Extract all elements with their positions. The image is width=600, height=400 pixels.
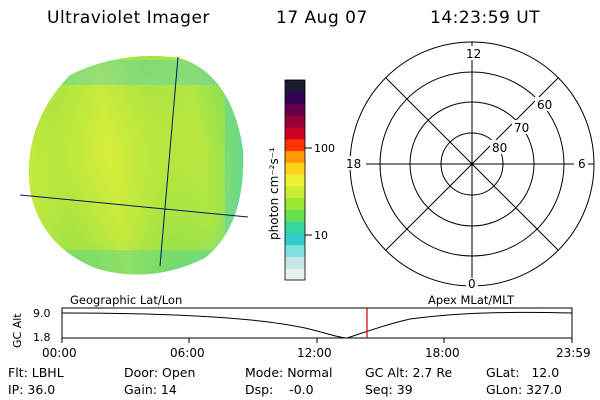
polar-plot	[349, 41, 595, 287]
colorbar-frame	[284, 79, 306, 281]
gc-alt-curve	[61, 311, 573, 339]
polar-label-12: 12	[466, 47, 481, 61]
colorbar-label-10: 10	[314, 229, 328, 242]
info-mode: Mode: Normal	[245, 365, 333, 380]
colorbar-segment	[285, 103, 305, 116]
strip-left-title: Geographic Lat/Lon	[70, 293, 182, 307]
colorbar	[285, 80, 305, 281]
colorbar-segment	[285, 115, 305, 128]
colorbar-segment	[285, 256, 305, 269]
strip-ylabel: GC Alt	[11, 313, 24, 348]
colorbar-segment	[285, 197, 305, 210]
colorbar-segment	[285, 174, 305, 187]
info-glat: GLat: 12.0	[486, 365, 560, 380]
colorbar-segment	[285, 80, 305, 93]
colorbar-segment	[285, 150, 305, 163]
info-dsp: Dsp: -0.0	[245, 382, 314, 397]
info-glon: GLon: 327.0	[486, 382, 562, 397]
info-seq: Seq: 39	[365, 382, 413, 397]
info-gain: Gain: 14	[124, 382, 177, 397]
info-gc-alt: GC Alt: 2.7 Re	[365, 365, 453, 380]
info-door: Door: Open	[124, 365, 196, 380]
colorbar-segment	[285, 268, 305, 281]
polar-label-80: 80	[492, 141, 507, 155]
colorbar-segment	[285, 185, 305, 199]
image-date: 17 Aug 07	[276, 8, 368, 28]
colorbar-segment	[285, 221, 305, 234]
colorbar-unit-label: photon cm⁻²s⁻¹	[267, 147, 281, 240]
instrument-title: Ultraviolet Imager	[47, 8, 210, 28]
colorbar-segment	[285, 127, 305, 140]
strip-xtick-0000: 00:00	[42, 346, 77, 360]
colorbar-label-100: 100	[314, 142, 335, 155]
polar-diagonal-2	[385, 77, 559, 251]
strip-right-title: Apex MLat/MLT	[428, 293, 515, 307]
polar-label-60: 60	[537, 98, 552, 112]
colorbar-segment	[285, 138, 305, 152]
strip-xtick-2359: 23:59	[556, 346, 591, 360]
polar-label-70: 70	[514, 121, 529, 135]
strip-xtick-1200: 12:00	[297, 346, 332, 360]
meridian-line	[159, 56, 179, 267]
colorbar-segment	[285, 244, 305, 257]
polar-label-6: 6	[578, 157, 586, 171]
strip-ytick-bottom: 1.8	[33, 331, 51, 344]
info-ip: IP: 36.0	[8, 382, 56, 397]
polar-label-18: 18	[346, 157, 361, 171]
earth-disk-image	[19, 56, 249, 275]
image-time: 14:23:59 UT	[430, 8, 541, 28]
colorbar-segment	[285, 162, 305, 175]
info-filter: Flt: LBHL	[8, 365, 64, 380]
colorbar-segment	[285, 232, 305, 246]
polar-label-0: 0	[468, 277, 476, 291]
equator-line	[19, 194, 249, 218]
strip-ytick-top: 9.0	[33, 307, 51, 320]
strip-xtick-0600: 06:00	[170, 346, 205, 360]
strip-xtick-1800: 18:00	[425, 346, 460, 360]
colorbar-segment	[285, 91, 305, 105]
colorbar-segment	[285, 209, 305, 222]
